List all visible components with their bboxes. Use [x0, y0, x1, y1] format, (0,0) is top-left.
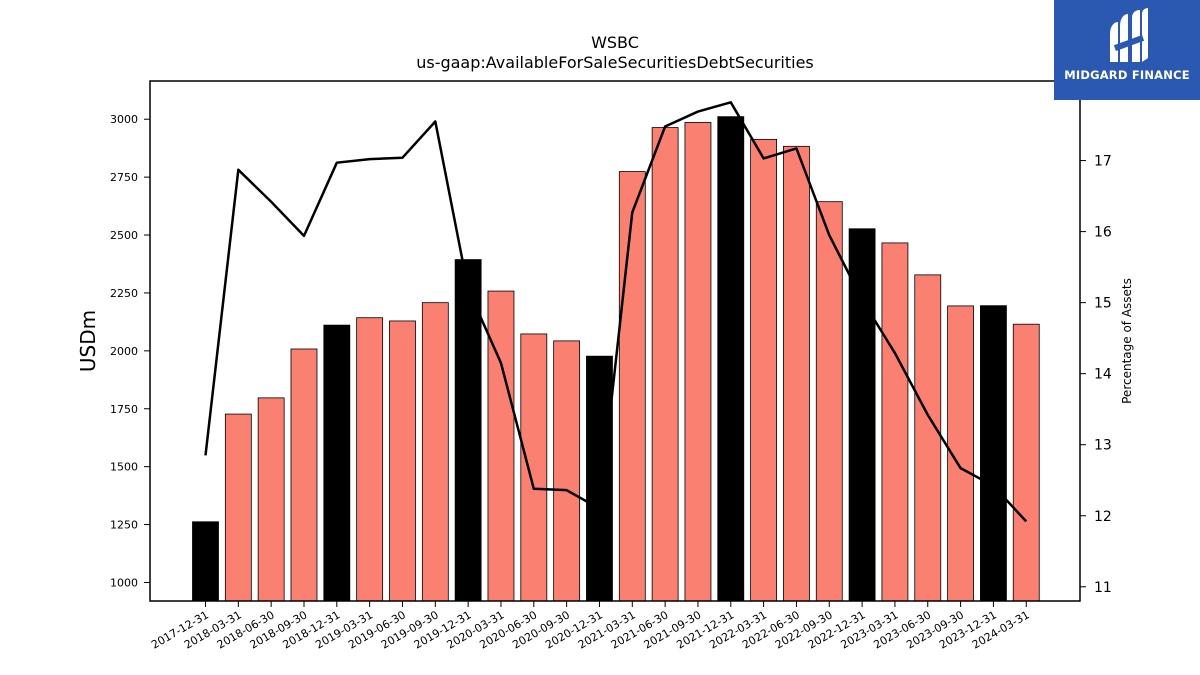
y2-axis-label: Percentage of Assets [1120, 278, 1134, 404]
y-axis-right: 11 12 13 14 15 16 17 [1080, 154, 1112, 596]
x-axis: 2017-12-312018-03-312018-06-302018-09-30… [149, 601, 1032, 652]
y-axis-label: USDm [76, 310, 100, 372]
bar-2023-06-30 [914, 274, 942, 602]
y2-tick-label: 17 [1094, 154, 1112, 170]
y2-tick-label: 12 [1094, 509, 1112, 525]
bar-2017-12-31 [192, 521, 219, 602]
chart-subtitle: us-gaap:AvailableForSaleSecuritiesDebtSe… [416, 53, 814, 72]
bar-2018-03-31 [224, 413, 252, 602]
y2-tick-label: 14 [1094, 367, 1112, 383]
y2-tick-label: 15 [1094, 296, 1112, 312]
chart-title: WSBC [591, 33, 639, 52]
y-tick-label: 2000 [110, 345, 138, 358]
bar-2018-09-30 [290, 348, 318, 602]
bar-2021-06-30 [651, 127, 679, 602]
bar-2021-12-31 [717, 116, 745, 602]
bar-2022-12-31 [848, 228, 876, 602]
bar-2022-06-30 [783, 145, 810, 602]
y-tick-label: 2500 [110, 229, 138, 242]
bar-2024-03-31 [1012, 323, 1040, 602]
bar-series [192, 116, 1040, 602]
y-tick-label: 2750 [110, 171, 138, 184]
bar-2020-03-31 [487, 290, 515, 602]
y2-tick-label: 13 [1094, 438, 1112, 454]
logo-text: MIDGARD FINANCE [1064, 68, 1190, 82]
bar-2020-06-30 [520, 333, 548, 602]
plot-frame [149, 80, 1081, 602]
bar-2019-09-30 [421, 302, 449, 602]
bar-2020-09-30 [553, 340, 581, 602]
bar-2019-06-30 [389, 320, 416, 602]
bar-2018-06-30 [257, 397, 285, 602]
bar-2023-12-31 [980, 305, 1007, 602]
y-tick-label: 1500 [110, 461, 138, 474]
bar-2018-12-31 [323, 324, 351, 602]
y-tick-label: 1000 [110, 576, 138, 589]
bar-2020-12-31 [586, 355, 613, 602]
y-tick-label: 2250 [110, 287, 138, 300]
y-tick-label: 3000 [110, 113, 138, 126]
bar-2022-03-31 [750, 138, 778, 602]
y-tick-label: 1250 [110, 519, 138, 532]
bar-2023-03-31 [881, 242, 909, 602]
midgard-logo-icon [1110, 8, 1148, 62]
y2-tick-label: 16 [1094, 225, 1112, 241]
bar-2021-03-31 [618, 171, 646, 602]
logo: MIDGARD FINANCE [1054, 0, 1200, 100]
bar-2022-09-30 [815, 201, 843, 602]
y2-tick-label: 11 [1094, 580, 1112, 596]
percentage-line [204, 101, 1028, 523]
y-tick-label: 1750 [110, 403, 138, 416]
bar-2019-03-31 [356, 317, 384, 602]
bar-2021-09-30 [684, 122, 712, 602]
y-axis-left: 1000 1250 1500 1750 2000 2250 2500 2750 3000 [110, 113, 150, 589]
